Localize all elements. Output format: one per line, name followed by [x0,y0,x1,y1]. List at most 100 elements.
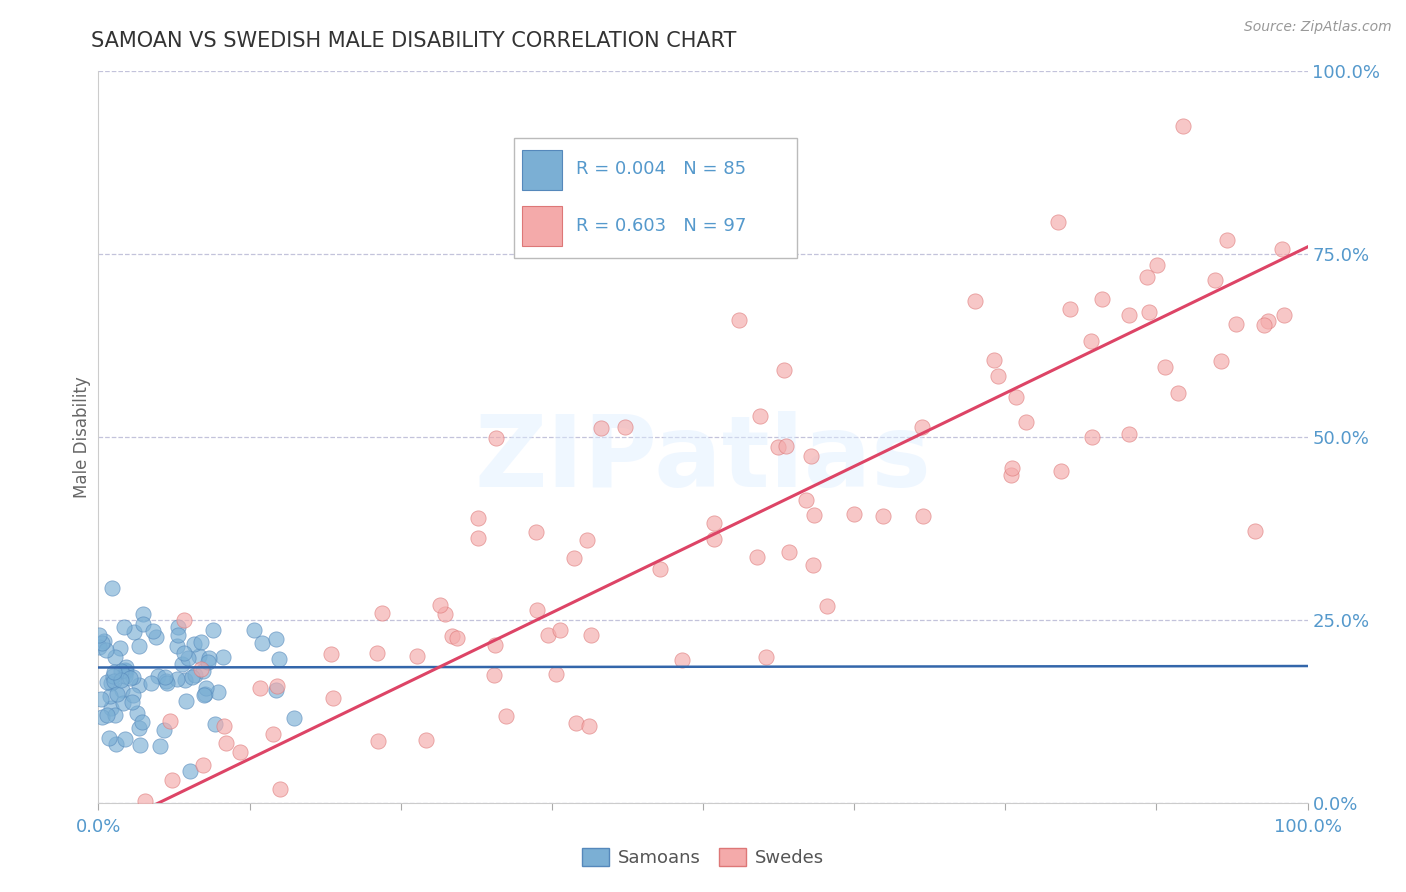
Point [197,651,219,665]
Point [911,508,934,523]
Point [128,639,150,653]
Point [1049,464,1071,478]
Point [114,664,136,678]
Point [1118,308,1140,322]
Point [93,633,115,648]
Point [125,706,148,720]
Point [176,650,198,665]
FancyBboxPatch shape [513,138,797,258]
Point [485,431,508,445]
Point [115,665,138,679]
Point [269,782,291,797]
Point [146,669,169,683]
Point [1257,314,1279,328]
Point [987,368,1010,383]
Text: Source: ZipAtlas.com: Source: ZipAtlas.com [1244,20,1392,34]
Point [562,550,585,565]
Point [748,409,770,424]
Point [101,669,124,683]
Point [1173,119,1195,133]
Point [90,691,112,706]
Point [250,636,273,650]
Point [441,629,464,643]
Point [1216,233,1239,247]
Point [176,694,198,708]
Point [97,731,120,746]
Point [212,719,235,733]
Point [159,714,181,728]
Point [194,687,217,701]
Point [1204,273,1226,287]
Point [111,683,134,698]
Point [794,492,817,507]
Point [108,641,131,656]
Point [103,674,125,689]
Point [207,685,229,699]
Point [262,727,284,741]
Point [193,757,215,772]
Point [156,675,179,690]
Point [121,695,143,709]
Point [179,764,201,778]
Point [648,562,671,576]
FancyBboxPatch shape [522,150,562,190]
Text: SAMOAN VS SWEDISH MALE DISABILITY CORRELATION CHART: SAMOAN VS SWEDISH MALE DISABILITY CORREL… [91,31,737,51]
Point [322,690,344,705]
Point [132,616,155,631]
Point [495,708,517,723]
Point [1272,308,1295,322]
Point [406,648,429,663]
Point [155,673,177,688]
Point [121,688,143,702]
Point [105,688,128,702]
Point [467,531,489,545]
Point [484,638,506,652]
Point [1253,318,1275,333]
Point [778,545,800,559]
Point [305,832,328,847]
Point [484,667,506,681]
Point [104,737,127,751]
Point [1244,524,1267,538]
Point [101,581,124,595]
Point [1000,468,1022,483]
Point [155,670,177,684]
Point [202,624,225,638]
Point [128,721,150,735]
Point [166,640,188,654]
Point [131,607,153,621]
Y-axis label: Male Disability: Male Disability [73,376,91,498]
Point [1081,429,1104,443]
Point [87,640,110,654]
Text: R = 0.603   N = 97: R = 0.603 N = 97 [576,217,747,235]
Point [114,732,136,747]
Point [283,711,305,725]
Point [366,646,388,660]
Point [1225,317,1247,331]
Point [264,683,287,698]
Point [114,669,136,683]
Point [526,603,548,617]
Point [537,628,560,642]
Point [131,714,153,729]
Point [112,620,135,634]
Point [103,665,125,679]
Point [160,772,183,787]
Text: R = 0.004   N = 85: R = 0.004 N = 85 [576,161,747,178]
Point [183,637,205,651]
Point [128,738,150,752]
Point [1118,426,1140,441]
Point [1137,305,1160,319]
Point [170,657,193,672]
Point [204,717,226,731]
Point [524,525,547,540]
Point [703,516,725,531]
Point [167,628,190,642]
Point [1059,301,1081,316]
Point [803,508,825,522]
Point [145,630,167,644]
Point [104,708,127,723]
Point [371,606,394,620]
Point [167,620,190,634]
Point [197,655,219,669]
